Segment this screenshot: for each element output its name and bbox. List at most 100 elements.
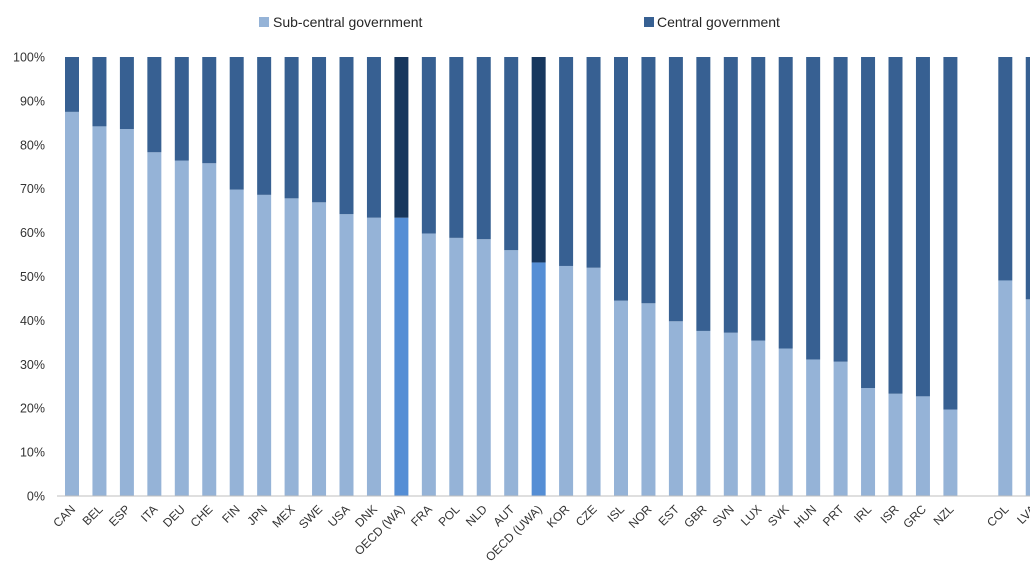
bar-sub-central-jpn: [257, 194, 272, 496]
bar-central-nor: [641, 57, 656, 304]
x-tick-label-lva: LVA: [1014, 502, 1030, 527]
y-axis: 0% 10% 20% 30% 40% 50% 60% 70% 80% 90% 100%: [13, 51, 45, 504]
bar-sub-central-lux: [751, 340, 766, 496]
bar-central-mex: [284, 57, 299, 199]
bar-central-swe: [312, 57, 327, 203]
bar-sub-central-fin: [229, 189, 244, 496]
bar-central-est: [668, 57, 683, 322]
y-tick-label: 0%: [27, 490, 45, 504]
bar-sub-central-ita: [147, 152, 162, 496]
bar-central-pol: [449, 57, 464, 238]
x-tick-label-mex: MEX: [269, 502, 297, 530]
bar-central-dnk: [366, 57, 381, 218]
x-tick-label-nzl: NZL: [931, 502, 957, 528]
y-tick-label: 60%: [20, 226, 45, 240]
bar-sub-central-oecd-uwa: [531, 262, 546, 496]
bar-sub-central-mex: [284, 198, 299, 496]
y-tick-label: 100%: [13, 51, 45, 65]
x-tick-label-lux: LUX: [738, 502, 764, 528]
bar-sub-central-gbr: [696, 330, 711, 496]
x-tick-label-nor: NOR: [626, 502, 655, 531]
bar-sub-central-usa: [339, 214, 354, 497]
x-tick-label-deu: DEU: [160, 502, 188, 530]
x-tick-label-oecd-wa: OECD (WA): [352, 502, 408, 558]
legend: Sub-central government Central governmen…: [259, 14, 780, 30]
bar-sub-central-lva: [1025, 299, 1030, 496]
x-tick-label-gbr: GBR: [681, 502, 710, 531]
bar-sub-central-esp: [119, 128, 134, 496]
x-tick-label-bel: BEL: [80, 502, 106, 528]
x-tick-label-hun: HUN: [791, 502, 819, 530]
y-tick-label: 20%: [20, 402, 45, 416]
bar-sub-central-grc: [915, 396, 930, 496]
legend-swatch-central: [644, 17, 654, 27]
bar-sub-central-col: [998, 280, 1013, 496]
bar-sub-central-isr: [888, 393, 903, 496]
bar-sub-central-bel: [92, 126, 107, 496]
bar-central-isl: [614, 57, 628, 301]
y-tick-label: 10%: [20, 446, 45, 460]
x-tick-label-ita: ITA: [138, 502, 160, 524]
bar-central-deu: [174, 57, 189, 161]
bar-sub-central-irl: [861, 388, 876, 496]
bar-central-fra: [421, 57, 436, 234]
bar-central-gbr: [696, 57, 711, 331]
bar-sub-central-nzl: [943, 409, 958, 496]
bar-central-che: [202, 57, 217, 164]
bar-sub-central-svk: [778, 348, 793, 496]
x-tick-label-svk: SVK: [765, 502, 792, 529]
x-tick-label-isr: ISR: [878, 502, 902, 526]
bar-central-svn: [723, 57, 738, 333]
bar-central-irl: [861, 57, 876, 389]
bars: [65, 57, 1030, 497]
bar-central-cze: [586, 57, 601, 268]
bar-central-aut: [504, 57, 519, 251]
bar-central-bel: [92, 57, 107, 127]
bar-central-lva: [1025, 57, 1030, 300]
bar-sub-central-fra: [421, 233, 436, 496]
x-tick-label-cze: CZE: [573, 502, 600, 529]
bar-sub-central-svn: [723, 332, 738, 496]
x-tick-label-isl: ISL: [604, 502, 627, 525]
bar-central-fin: [229, 57, 244, 190]
x-tick-label-irl: IRL: [851, 502, 874, 525]
x-tick-label-prt: PRT: [820, 502, 847, 529]
bar-central-ita: [147, 57, 162, 153]
y-tick-label: 70%: [20, 182, 45, 196]
x-tick-label-esp: ESP: [106, 502, 133, 529]
x-tick-label-can: CAN: [50, 502, 78, 530]
bar-sub-central-est: [668, 321, 683, 496]
bar-central-nld: [476, 57, 491, 240]
bar-central-lux: [751, 57, 766, 341]
bar-sub-central-isl: [614, 300, 628, 496]
y-tick-label: 80%: [20, 138, 45, 152]
bar-central-usa: [339, 57, 354, 215]
bar-central-svk: [778, 57, 793, 349]
x-tick-label-che: CHE: [188, 502, 216, 530]
bar-sub-central-deu: [174, 160, 189, 496]
x-tick-label-swe: SWE: [296, 502, 325, 531]
bar-sub-central-oecd-wa: [394, 217, 409, 496]
x-tick-label-jpn: JPN: [244, 502, 270, 528]
legend-label-sub-central: Sub-central government: [273, 14, 423, 30]
bar-sub-central-che: [202, 163, 217, 496]
bar-sub-central-pol: [449, 237, 464, 497]
legend-swatch-sub-central: [259, 17, 269, 27]
bar-central-prt: [833, 57, 848, 362]
legend-label-central: Central government: [657, 14, 780, 30]
y-tick-label: 40%: [20, 314, 45, 328]
bar-central-hun: [806, 57, 821, 360]
bar-sub-central-nor: [641, 303, 656, 496]
bar-sub-central-can: [65, 111, 79, 496]
x-tick-label-col: COL: [984, 502, 1012, 530]
bar-sub-central-cze: [586, 267, 601, 496]
y-tick-label: 30%: [20, 358, 45, 372]
x-tick-label-nld: NLD: [463, 502, 490, 529]
bar-central-grc: [915, 57, 930, 397]
y-tick-label: 50%: [20, 270, 45, 284]
bar-central-nzl: [943, 57, 958, 410]
x-tick-label-est: EST: [656, 502, 683, 529]
bar-sub-central-swe: [312, 202, 327, 496]
